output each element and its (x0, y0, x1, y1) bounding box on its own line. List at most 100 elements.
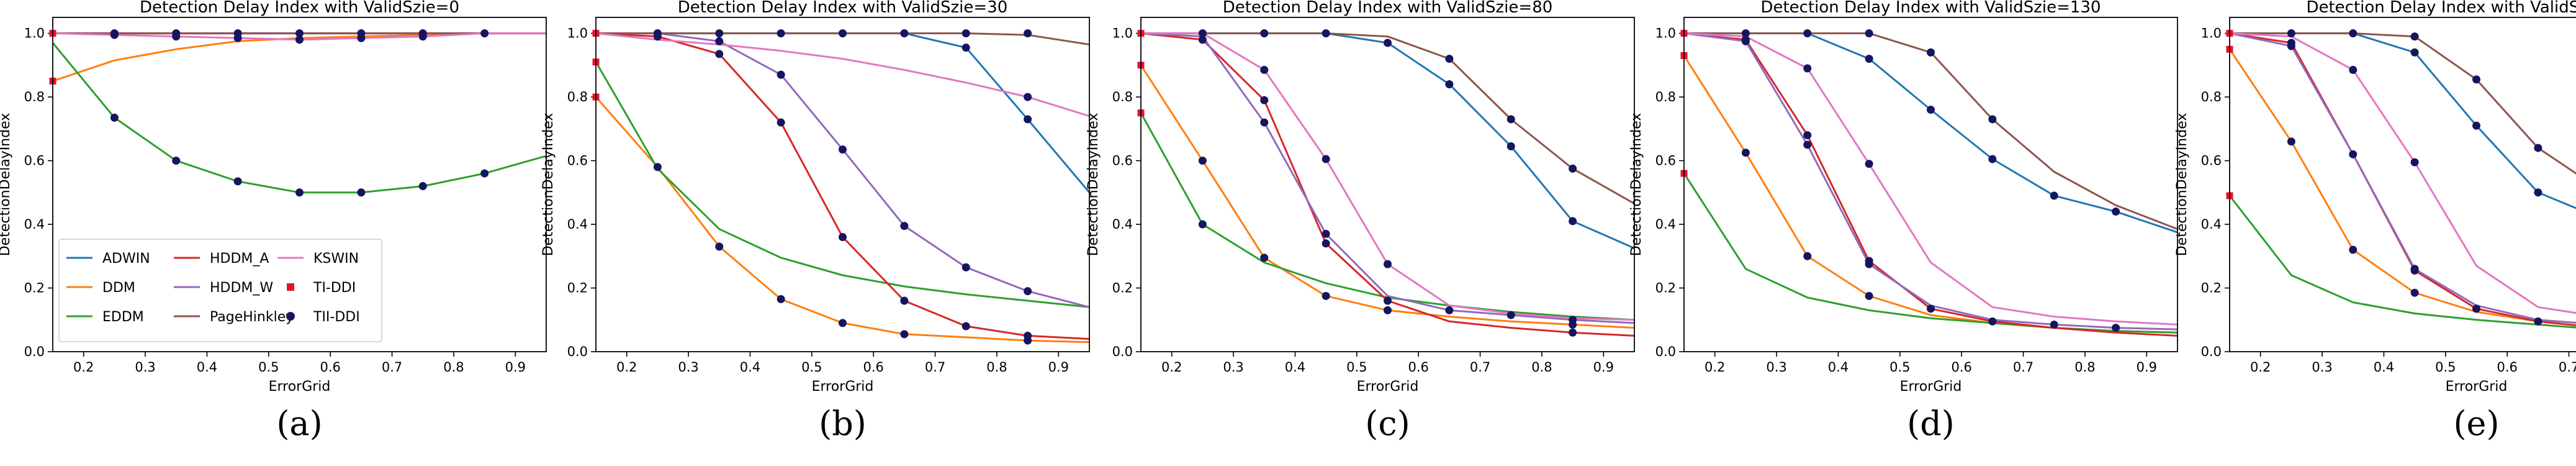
tii-ddi-point (172, 157, 181, 165)
tii-ddi-point (233, 34, 242, 42)
tii-ddi-point (1865, 260, 1873, 268)
tii-ddi-point (653, 32, 662, 41)
tii-ddi-point (2472, 75, 2480, 84)
legend-item-eddm: EDDM (66, 309, 144, 325)
y-tick-label: 0.2 (2201, 281, 2222, 296)
tii-ddi-point (2112, 208, 2120, 216)
chart-title: Detection Delay Index with ValidSzie=80 (1223, 0, 1553, 17)
x-tick-label: 0.5 (258, 360, 279, 375)
legend-item-pagehinkley: PageHinkley (174, 309, 294, 325)
series-line-ddm (1684, 55, 2177, 334)
legend-label: HDDM_A (210, 251, 269, 267)
x-tick-label: 0.6 (1951, 360, 1971, 375)
tii-ddi-point (777, 29, 785, 38)
x-tick-label: 0.5 (2435, 360, 2456, 375)
y-tick-label: 1.0 (24, 26, 45, 41)
x-tick-label: 0.6 (1408, 360, 1428, 375)
tii-ddi-point (839, 319, 847, 327)
tii-ddi-point (1988, 115, 1997, 124)
series-line-eddm (1141, 112, 1634, 321)
series-line-adwin (596, 32, 1089, 193)
series-line-hddm_w (1684, 32, 2177, 331)
tii-ddi-point (961, 29, 970, 38)
tii-ddi-point (839, 29, 847, 38)
series-line-adwin (1141, 32, 1634, 249)
x-tick-label: 0.9 (2137, 360, 2157, 375)
legend-item-ddm: DDM (66, 280, 135, 296)
x-tick-label: 0.7 (382, 360, 402, 375)
panel-5: 0.20.30.40.50.60.70.80.90.00.20.40.60.81… (2174, 0, 2576, 443)
tii-ddi-point (1803, 131, 1812, 140)
x-tick-label: 0.7 (1470, 360, 1490, 375)
series-line-eddm (2230, 194, 2576, 329)
tii-ddi-point (1741, 148, 1750, 157)
tii-ddi-point (715, 242, 724, 251)
series-line-hddm_w (1141, 32, 1634, 324)
y-axis-label: DetectionDelayIndex (0, 113, 13, 257)
tii-ddi-point (1569, 164, 1577, 173)
x-axis-label: ErrorGrid (1900, 379, 1962, 395)
tii-ddi-point (1322, 229, 1330, 238)
chart-title: Detection Delay Index with ValidSzie=0 (140, 0, 459, 17)
tii-ddi-point (715, 37, 724, 45)
x-tick-label: 0.2 (1705, 360, 1725, 375)
tii-ddi-point (2349, 150, 2358, 158)
x-tick-label: 0.6 (2497, 360, 2517, 375)
series-line-kswin (596, 32, 1089, 117)
panel-2: 0.2 0.3 0.4 0.5 0.6 0.7 0.8 0.9 0.0 0.2 0.4 0.6 0.8 1… (541, 0, 1090, 443)
tii-ddi-point (1024, 93, 1032, 101)
tii-ddi-point (1260, 96, 1269, 104)
x-tick-label: 0.8 (986, 360, 1007, 375)
y-tick-label: 1.0 (2201, 26, 2222, 41)
series-line-hddm_a (596, 32, 1089, 340)
tii-ddi-point (418, 182, 427, 191)
x-axis-label: ErrorGrid (812, 379, 874, 395)
tii-ddi-point (1865, 55, 1873, 63)
tii-ddi-point (1384, 39, 1392, 47)
x-axis-label: ErrorGrid (269, 379, 331, 395)
series-line-pagehinkley (2230, 32, 2576, 175)
y-tick-label: 1.0 (567, 26, 588, 41)
series-lines (1141, 32, 1634, 337)
x-tick-label: 0.4 (740, 360, 760, 375)
y-tick-label: 0.2 (1655, 281, 1676, 296)
panel-caption: (e) (2453, 404, 2499, 443)
tii-ddi-point (1198, 29, 1207, 38)
y-tick-label: 0.0 (1655, 344, 1676, 359)
plot-frame (2229, 17, 2576, 352)
tii-ddi-point (961, 263, 970, 272)
tii-ddi-point (2112, 324, 2120, 332)
panel-caption: (c) (1365, 404, 1410, 443)
panel-3: 0.2 0.3 0.4 0.5 0.6 0.7 0.8 0.9 0.0 0.2 0.4 0.6 0.8 1… (1086, 0, 1635, 443)
tii-ddi-point (1024, 29, 1032, 38)
tii-ddi-point (1803, 29, 1812, 38)
legend-label: PageHinkley (210, 309, 294, 325)
tii-ddi-point (1506, 115, 1515, 124)
x-tick-label: 0.6 (863, 360, 883, 375)
x-tick-label: 0.3 (135, 360, 155, 375)
y-tick-label: 0.0 (24, 344, 45, 359)
tii-ddi-point (480, 29, 489, 38)
y-tick-label: 1.0 (1112, 26, 1133, 41)
tii-ddi-point (961, 43, 970, 52)
y-tick-label: 0.0 (1112, 344, 1133, 359)
tii-ddi-point (1865, 160, 1873, 168)
series-line-eddm (596, 61, 1089, 308)
tii-ddi-point (110, 30, 119, 39)
tii-ddi-point (715, 29, 724, 38)
y-tick-label: 0.8 (24, 89, 45, 104)
y-tick-label: 0.6 (2201, 153, 2222, 168)
tii-ddi-point (1198, 157, 1207, 165)
tii-ddi-point (777, 118, 785, 127)
chart-title: Detection Delay Index with ValidSzie=180 (2306, 0, 2576, 17)
series-line-ddm (596, 96, 1089, 344)
panel-4: 0.2 0.3 0.4 0.5 0.6 0.7 0.8 0.9 0.0 0.2 0.4 0.6 0.8 1… (1629, 0, 2178, 443)
tii-ddi-point (2050, 191, 2058, 200)
series-line-ddm (2230, 48, 2576, 327)
tii-ddi-point (1384, 306, 1392, 314)
x-tick-label: 0.9 (1593, 360, 1614, 375)
tii-ddi-point (1741, 29, 1750, 38)
legend-item-hddm_w: HDDM_W (174, 280, 273, 296)
y-tick-label: 0.8 (1112, 89, 1133, 104)
x-tick-label: 0.2 (616, 360, 637, 375)
